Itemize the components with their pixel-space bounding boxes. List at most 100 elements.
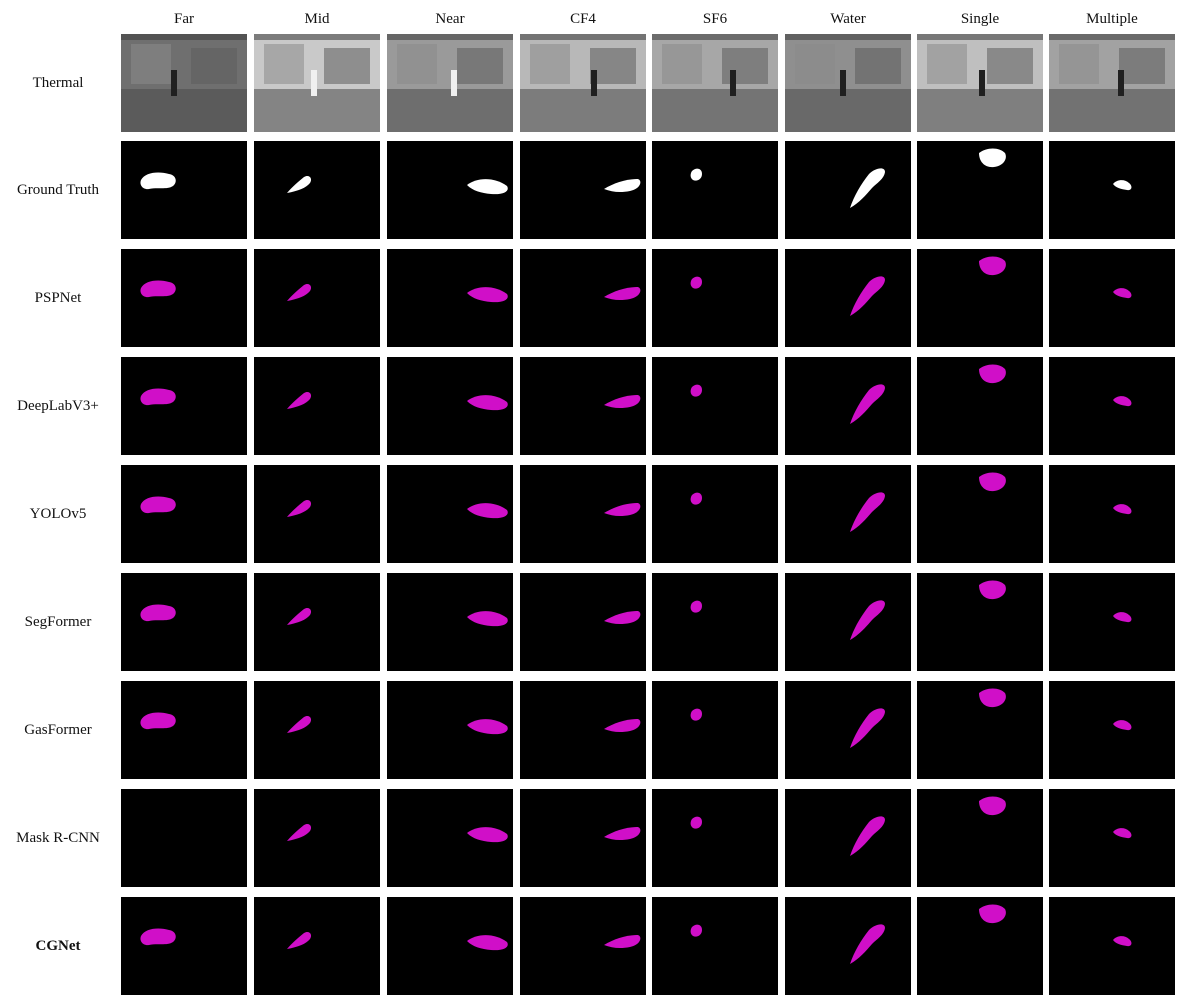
- predicted-mask: [850, 492, 885, 532]
- cell-thermal-water: [785, 34, 911, 132]
- cell-thermal-sf6: [652, 34, 778, 132]
- cell-deeplabv3-mid: [254, 357, 380, 455]
- cell-gasformer-far: [121, 681, 247, 779]
- mask-image: [1113, 180, 1132, 191]
- ground-truth-mask: [979, 148, 1006, 168]
- mask-image: [1113, 396, 1132, 407]
- cell-cgnet-multiple: [1049, 897, 1175, 995]
- mask-image: [467, 827, 508, 843]
- mask-image: [604, 503, 641, 517]
- cell-cgnet-cf4: [520, 897, 646, 995]
- predicted-mask: [287, 931, 312, 949]
- predicted-mask: [979, 580, 1006, 600]
- cell-yolov5-multiple: [1049, 465, 1175, 563]
- predicted-mask: [1113, 504, 1132, 515]
- mask-image: [979, 364, 1006, 384]
- mask-image: [1113, 936, 1132, 947]
- cell-thermal-mid: [254, 34, 380, 132]
- cell-ground-truth-cf4: [520, 141, 646, 239]
- cell-gasformer-near: [387, 681, 513, 779]
- predicted-mask: [1113, 396, 1132, 407]
- cell-ground-truth-mid: [254, 141, 380, 239]
- mask-image: [850, 600, 885, 640]
- predicted-mask: [850, 384, 885, 424]
- predicted-mask: [140, 712, 176, 730]
- thermal-image: [121, 34, 247, 132]
- cell-mask-r-cnn-far: [121, 789, 247, 887]
- mask-image: [979, 904, 1006, 924]
- predicted-mask: [850, 816, 885, 856]
- predicted-mask: [690, 816, 702, 829]
- predicted-mask: [979, 796, 1006, 816]
- cell-pspnet-multiple: [1049, 249, 1175, 347]
- predicted-mask: [604, 827, 641, 841]
- mask-image: [604, 395, 641, 409]
- predicted-mask: [1113, 936, 1132, 947]
- mask-image: [287, 715, 312, 733]
- row-label-cgnet: CGNet: [35, 938, 81, 954]
- cell-yolov5-single: [917, 465, 1043, 563]
- cell-cgnet-single: [917, 897, 1043, 995]
- cell-yolov5-sf6: [652, 465, 778, 563]
- column-header-multiple: Multiple: [1086, 11, 1138, 27]
- cell-segformer-single: [917, 573, 1043, 671]
- cell-cgnet-water: [785, 897, 911, 995]
- mask-image: [1113, 288, 1132, 299]
- predicted-mask: [979, 688, 1006, 708]
- cell-pspnet-sf6: [652, 249, 778, 347]
- mask-image: [604, 719, 641, 733]
- mask-image: [850, 924, 885, 964]
- cell-deeplabv3-single: [917, 357, 1043, 455]
- cell-ground-truth-single: [917, 141, 1043, 239]
- predicted-mask: [604, 611, 641, 625]
- cell-yolov5-cf4: [520, 465, 646, 563]
- mask-image: [979, 580, 1006, 600]
- row-label-yolov5: YOLOv5: [29, 506, 87, 522]
- mask-image: [140, 712, 176, 730]
- cell-cgnet-mid: [254, 897, 380, 995]
- mask-image: [979, 256, 1006, 276]
- predicted-mask: [287, 607, 312, 625]
- ground-truth-mask: [1113, 180, 1132, 191]
- cell-cgnet-far: [121, 897, 247, 995]
- predicted-mask: [690, 492, 702, 505]
- predicted-mask: [287, 391, 312, 409]
- cell-thermal-single: [917, 34, 1043, 132]
- cell-yolov5-mid: [254, 465, 380, 563]
- predicted-mask: [140, 388, 176, 406]
- mask-image: [690, 168, 702, 181]
- mask-image: [467, 503, 508, 519]
- ground-truth-mask: [287, 175, 312, 193]
- mask-image: [1113, 828, 1132, 839]
- predicted-mask: [979, 904, 1006, 924]
- cell-segformer-multiple: [1049, 573, 1175, 671]
- cell-pspnet-far: [121, 249, 247, 347]
- thermal-image: [387, 34, 513, 132]
- mask-image: [287, 499, 312, 517]
- predicted-mask: [467, 395, 508, 411]
- cell-ground-truth-far: [121, 141, 247, 239]
- ground-truth-mask: [604, 179, 641, 193]
- column-header-single: Single: [960, 11, 1000, 27]
- mask-image: [850, 276, 885, 316]
- column-header-water: Water: [830, 11, 866, 27]
- predicted-mask: [979, 256, 1006, 276]
- mask-image: [690, 276, 702, 289]
- cell-thermal-cf4: [520, 34, 646, 132]
- predicted-mask: [979, 364, 1006, 384]
- mask-image: [467, 935, 508, 951]
- predicted-mask: [140, 928, 176, 946]
- predicted-mask: [690, 384, 702, 397]
- row-label-mask-r-cnn: Mask R-CNN: [16, 830, 100, 846]
- cell-pspnet-cf4: [520, 249, 646, 347]
- cell-deeplabv3-multiple: [1049, 357, 1175, 455]
- mask-image: [604, 827, 641, 841]
- mask-image: [850, 816, 885, 856]
- cell-ground-truth-near: [387, 141, 513, 239]
- cell-yolov5-far: [121, 465, 247, 563]
- cell-ground-truth-multiple: [1049, 141, 1175, 239]
- thermal-image: [917, 34, 1043, 132]
- mask-image: [287, 283, 312, 301]
- cell-segformer-water: [785, 573, 911, 671]
- cell-cgnet-near: [387, 897, 513, 995]
